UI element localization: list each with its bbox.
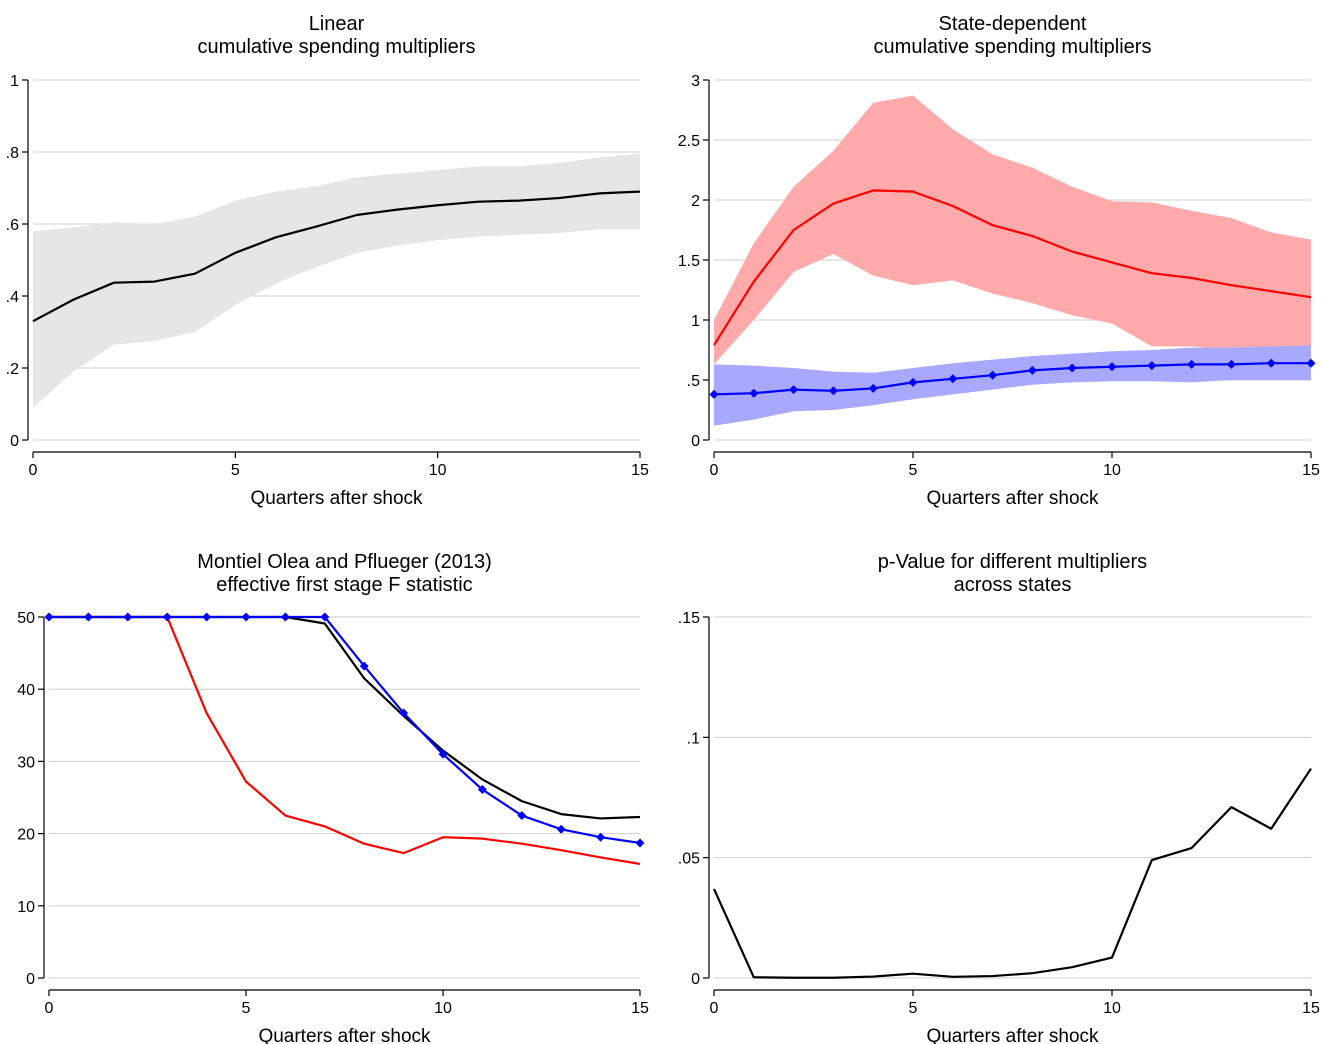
x-tick-label: 15 <box>1302 1000 1320 1017</box>
series-marker <box>517 811 527 821</box>
y-tick-label: .15 <box>678 610 700 627</box>
x-tick-label: 5 <box>909 1000 918 1017</box>
series-marker <box>280 612 290 622</box>
x-tick-label: 0 <box>710 462 719 479</box>
x-tick-label: 0 <box>29 462 38 479</box>
series-marker <box>1067 363 1077 373</box>
confidence-band-0 <box>33 153 640 408</box>
x-axis-label: Quarters after shock <box>250 488 423 509</box>
series-marker <box>359 661 369 671</box>
series-marker <box>1107 362 1117 372</box>
series-marker <box>789 385 799 395</box>
chart-f-statistic: Montiel Olea and Pflueger (2013)effectiv… <box>17 551 649 1044</box>
series-marker <box>320 612 330 622</box>
x-tick-label: 0 <box>45 1000 54 1017</box>
x-tick-label: 5 <box>231 462 240 479</box>
series-marker <box>1187 359 1197 369</box>
series-marker <box>241 612 251 622</box>
y-tick-label: 0 <box>10 433 19 450</box>
series-marker <box>477 785 487 795</box>
chart-title-line: cumulative spending multipliers <box>874 36 1152 58</box>
series-marker <box>162 612 172 622</box>
series-line-0 <box>713 189 1312 346</box>
y-tick-label: 50 <box>17 610 35 627</box>
y-tick-label: 10 <box>17 899 35 916</box>
x-tick-label: 0 <box>710 1000 719 1017</box>
chart-p-value: p-Value for different multipliersacross … <box>678 551 1320 1044</box>
x-tick-label: 5 <box>242 1000 251 1017</box>
series-line-0 <box>49 615 641 820</box>
series-marker <box>868 383 878 393</box>
series-marker <box>44 612 54 622</box>
x-tick-label: 10 <box>1103 462 1121 479</box>
series-marker <box>83 612 93 622</box>
x-axis-label: Quarters after shock <box>926 1026 1099 1044</box>
y-tick-label: .8 <box>6 145 19 162</box>
y-tick-label: .1 <box>687 730 700 747</box>
series-marker <box>1027 365 1037 375</box>
x-tick-label: 10 <box>1103 1000 1121 1017</box>
chart-title-line: Montiel Olea and Pflueger (2013) <box>197 551 492 573</box>
series-marker <box>1306 358 1316 368</box>
series-marker <box>828 386 838 396</box>
y-tick-label: 2.5 <box>678 133 700 150</box>
y-tick-label: .5 <box>687 373 700 390</box>
y-tick-label: .6 <box>6 217 19 234</box>
x-axis-label: Quarters after shock <box>926 488 1099 509</box>
chart-title-line: State-dependent <box>939 13 1087 35</box>
y-tick-label: 30 <box>17 754 35 771</box>
series-marker <box>908 377 918 387</box>
y-tick-label: .05 <box>678 851 700 868</box>
series-marker <box>749 388 759 398</box>
x-tick-label: 10 <box>429 462 447 479</box>
y-tick-label: 3 <box>691 73 700 90</box>
series-marker <box>438 749 448 759</box>
chart-title-line: p-Value for different multipliers <box>878 551 1147 573</box>
y-tick-label: 1 <box>10 73 19 90</box>
x-axis-label: Quarters after shock <box>258 1026 431 1044</box>
series-marker <box>1147 361 1157 371</box>
y-tick-label: 0 <box>691 433 700 450</box>
series-marker <box>948 374 958 384</box>
series-marker <box>1226 359 1236 369</box>
y-tick-label: 1 <box>691 313 700 330</box>
series-marker <box>556 824 566 834</box>
series-marker <box>596 832 606 842</box>
series-marker <box>709 389 719 399</box>
chart-title-line: across states <box>954 574 1072 596</box>
chart-title-line: effective first stage F statistic <box>216 574 472 596</box>
chart-title-line: cumulative spending multipliers <box>198 36 476 58</box>
confidence-band-1 <box>714 345 1311 426</box>
y-tick-label: 20 <box>17 827 35 844</box>
y-tick-label: .2 <box>6 361 19 378</box>
series-marker <box>635 838 645 848</box>
chart-title-line: Linear <box>309 13 365 35</box>
series-marker <box>988 370 998 380</box>
y-tick-label: 2 <box>691 193 700 210</box>
y-tick-label: 0 <box>26 971 35 988</box>
x-tick-label: 5 <box>909 462 918 479</box>
y-tick-label: 1.5 <box>678 253 700 270</box>
x-tick-label: 15 <box>631 1000 649 1017</box>
y-tick-label: 40 <box>17 682 35 699</box>
series-line-0 <box>712 768 1312 979</box>
x-tick-label: 10 <box>434 1000 452 1017</box>
series-marker <box>202 612 212 622</box>
series-marker <box>399 708 409 718</box>
series-marker <box>123 612 133 622</box>
x-tick-label: 15 <box>1302 462 1320 479</box>
x-tick-label: 15 <box>631 462 649 479</box>
series-line-0 <box>32 190 641 323</box>
series-line-1 <box>713 362 1311 396</box>
series-line-2 <box>49 615 641 845</box>
y-tick-label: 0 <box>691 971 700 988</box>
y-tick-label: .4 <box>6 289 19 306</box>
series-marker <box>1266 358 1276 368</box>
